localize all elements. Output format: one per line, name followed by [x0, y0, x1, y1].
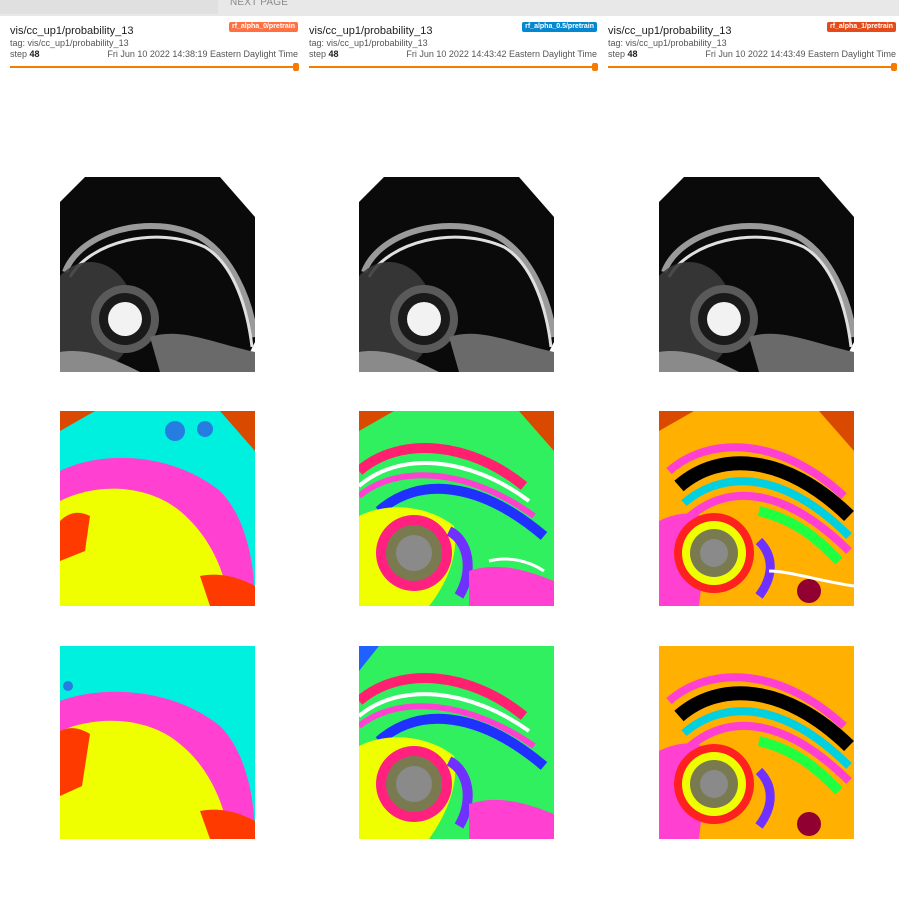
step-slider-thumb[interactable]	[293, 63, 299, 71]
mri-image	[60, 177, 255, 372]
step-slider[interactable]	[608, 66, 896, 68]
step-slider-thumb[interactable]	[592, 63, 598, 71]
pager-previous-segment	[0, 0, 218, 14]
step-value: 48	[328, 49, 339, 59]
image-card-header: rf_alpha_1/pretrain vis/cc_up1/probabili…	[608, 16, 897, 76]
step-label: step	[10, 49, 28, 59]
step-slider-thumb[interactable]	[891, 63, 897, 71]
card-title: vis/cc_up1/probability_13	[10, 25, 134, 37]
image-card-header: rf_alpha_0/pretrain vis/cc_up1/probabili…	[10, 16, 299, 76]
step-readout: step 48	[309, 49, 339, 59]
card-date: Fri Jun 10 2022 14:43:49 Eastern Dayligh…	[705, 49, 896, 59]
segmentation-image	[60, 411, 255, 606]
step-label: step	[309, 49, 327, 59]
step-slider[interactable]	[309, 66, 597, 68]
segmentation-image	[60, 646, 255, 839]
mri-image	[359, 177, 554, 372]
card-tag: tag: vis/cc_up1/probability_13	[309, 38, 428, 48]
mri-image	[659, 177, 854, 372]
step-readout: step 48	[10, 49, 40, 59]
card-date: Fri Jun 10 2022 14:43:42 Eastern Dayligh…	[406, 49, 597, 59]
next-page-button[interactable]: NEXT PAGE	[230, 0, 289, 8]
step-value: 48	[627, 49, 638, 59]
step-readout: step 48	[608, 49, 638, 59]
card-tag: tag: vis/cc_up1/probability_13	[608, 38, 727, 48]
card-title: vis/cc_up1/probability_13	[608, 25, 732, 37]
image-card-header: rf_alpha_0.5/pretrain vis/cc_up1/probabi…	[309, 16, 598, 76]
segmentation-image	[659, 411, 854, 606]
step-value: 48	[29, 49, 40, 59]
step-label: step	[608, 49, 626, 59]
run-chip: rf_alpha_1/pretrain	[826, 22, 896, 32]
segmentation-image	[359, 646, 554, 839]
card-date: Fri Jun 10 2022 14:38:19 Eastern Dayligh…	[107, 49, 298, 59]
run-chip: rf_alpha_0.5/pretrain	[522, 22, 597, 32]
step-slider[interactable]	[10, 66, 298, 68]
run-chip: rf_alpha_0/pretrain	[228, 22, 298, 32]
card-title: vis/cc_up1/probability_13	[309, 25, 433, 37]
segmentation-image	[359, 411, 554, 606]
card-tag: tag: vis/cc_up1/probability_13	[10, 38, 129, 48]
pager-bar: NEXT PAGE	[0, 0, 899, 16]
segmentation-image	[659, 646, 854, 839]
